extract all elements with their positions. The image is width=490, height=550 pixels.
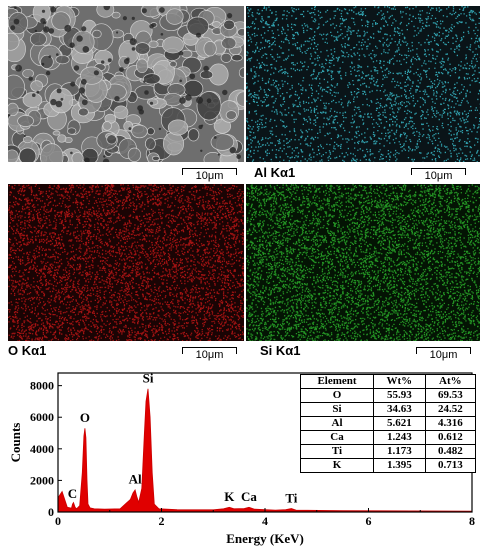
element-map-dots xyxy=(246,184,480,341)
scalebar-si: 10μm xyxy=(416,347,471,363)
cell: Ti xyxy=(300,444,374,459)
cell: 0.612 xyxy=(424,430,477,445)
element-map-dots xyxy=(8,184,244,341)
x-tick-label: 4 xyxy=(262,514,268,528)
sem-image xyxy=(8,6,244,162)
al-map xyxy=(246,6,480,162)
cell: O xyxy=(300,388,374,403)
cell: 1.173 xyxy=(373,444,426,459)
cell: 0.482 xyxy=(424,444,477,459)
header-element: Element xyxy=(300,374,374,389)
peak-label: O xyxy=(80,410,90,425)
peak-label: Si xyxy=(143,370,154,385)
table-row: Ca 1.243 0.612 xyxy=(300,430,477,445)
header-at: At% xyxy=(424,374,477,389)
element-map-dots xyxy=(246,6,480,162)
x-tick-label: 2 xyxy=(159,514,165,528)
sem-texture xyxy=(8,6,244,162)
cell: Al xyxy=(300,416,374,431)
y-tick-label: 6000 xyxy=(30,410,54,424)
y-tick-label: 0 xyxy=(48,505,54,519)
scalebar-o: 10μm xyxy=(182,347,237,363)
table-row: K 1.395 0.713 xyxy=(300,458,477,473)
peak-label: Ti xyxy=(285,491,297,506)
table-row: Ti 1.173 0.482 xyxy=(300,444,477,459)
scalebar-sem: 10μm xyxy=(182,168,237,184)
table-row: Si 34.63 24.52 xyxy=(300,402,477,417)
x-tick-label: 6 xyxy=(366,514,372,528)
table-header-row: Element Wt% At% xyxy=(300,374,477,389)
o-map-label: O Kα1 xyxy=(8,343,47,358)
scalebar-al: 10μm xyxy=(411,168,466,184)
peak-label: C xyxy=(68,486,77,501)
cell: 5.621 xyxy=(373,416,426,431)
cell: 0.713 xyxy=(424,458,477,473)
cell: 1.395 xyxy=(373,458,426,473)
cell: Ca xyxy=(300,430,374,445)
cell: 4.316 xyxy=(424,416,477,431)
table-row: O 55.93 69.53 xyxy=(300,388,477,403)
table-row: Al 5.621 4.316 xyxy=(300,416,477,431)
cell: Si xyxy=(300,402,374,417)
eds-spectrum-chart: 0 2 4 6 8 0 2000 4000 6000 8000 Energy (KeV) Counts… xyxy=(8,370,475,546)
x-tick-label: 8 xyxy=(469,514,475,528)
cell: 34.63 xyxy=(373,402,426,417)
al-map-label: Al Kα1 xyxy=(254,165,296,180)
peak-label: Al xyxy=(129,472,142,487)
header-wt: Wt% xyxy=(373,374,426,389)
cell: K xyxy=(300,458,374,473)
o-map xyxy=(8,184,244,341)
x-tick-label: 0 xyxy=(55,514,61,528)
y-axis-label: Counts xyxy=(8,423,23,463)
composition-table: Element Wt% At% O 55.93 69.53 Si 34.63 24.52… xyxy=(300,374,477,473)
cell: 24.52 xyxy=(424,402,477,417)
x-axis-label: Energy (KeV) xyxy=(226,531,304,546)
peak-label: Ca xyxy=(241,489,257,504)
y-tick-label: 2000 xyxy=(30,473,54,487)
cell: 55.93 xyxy=(373,388,426,403)
cell: 1.243 xyxy=(373,430,426,445)
y-tick-label: 4000 xyxy=(30,442,54,456)
spectrum-area xyxy=(57,388,473,513)
cell: 69.53 xyxy=(424,388,477,403)
si-map-label: Si Kα1 xyxy=(260,343,301,358)
y-tick-label: 8000 xyxy=(30,379,54,393)
si-map xyxy=(246,184,480,341)
peak-label: K xyxy=(224,489,235,504)
